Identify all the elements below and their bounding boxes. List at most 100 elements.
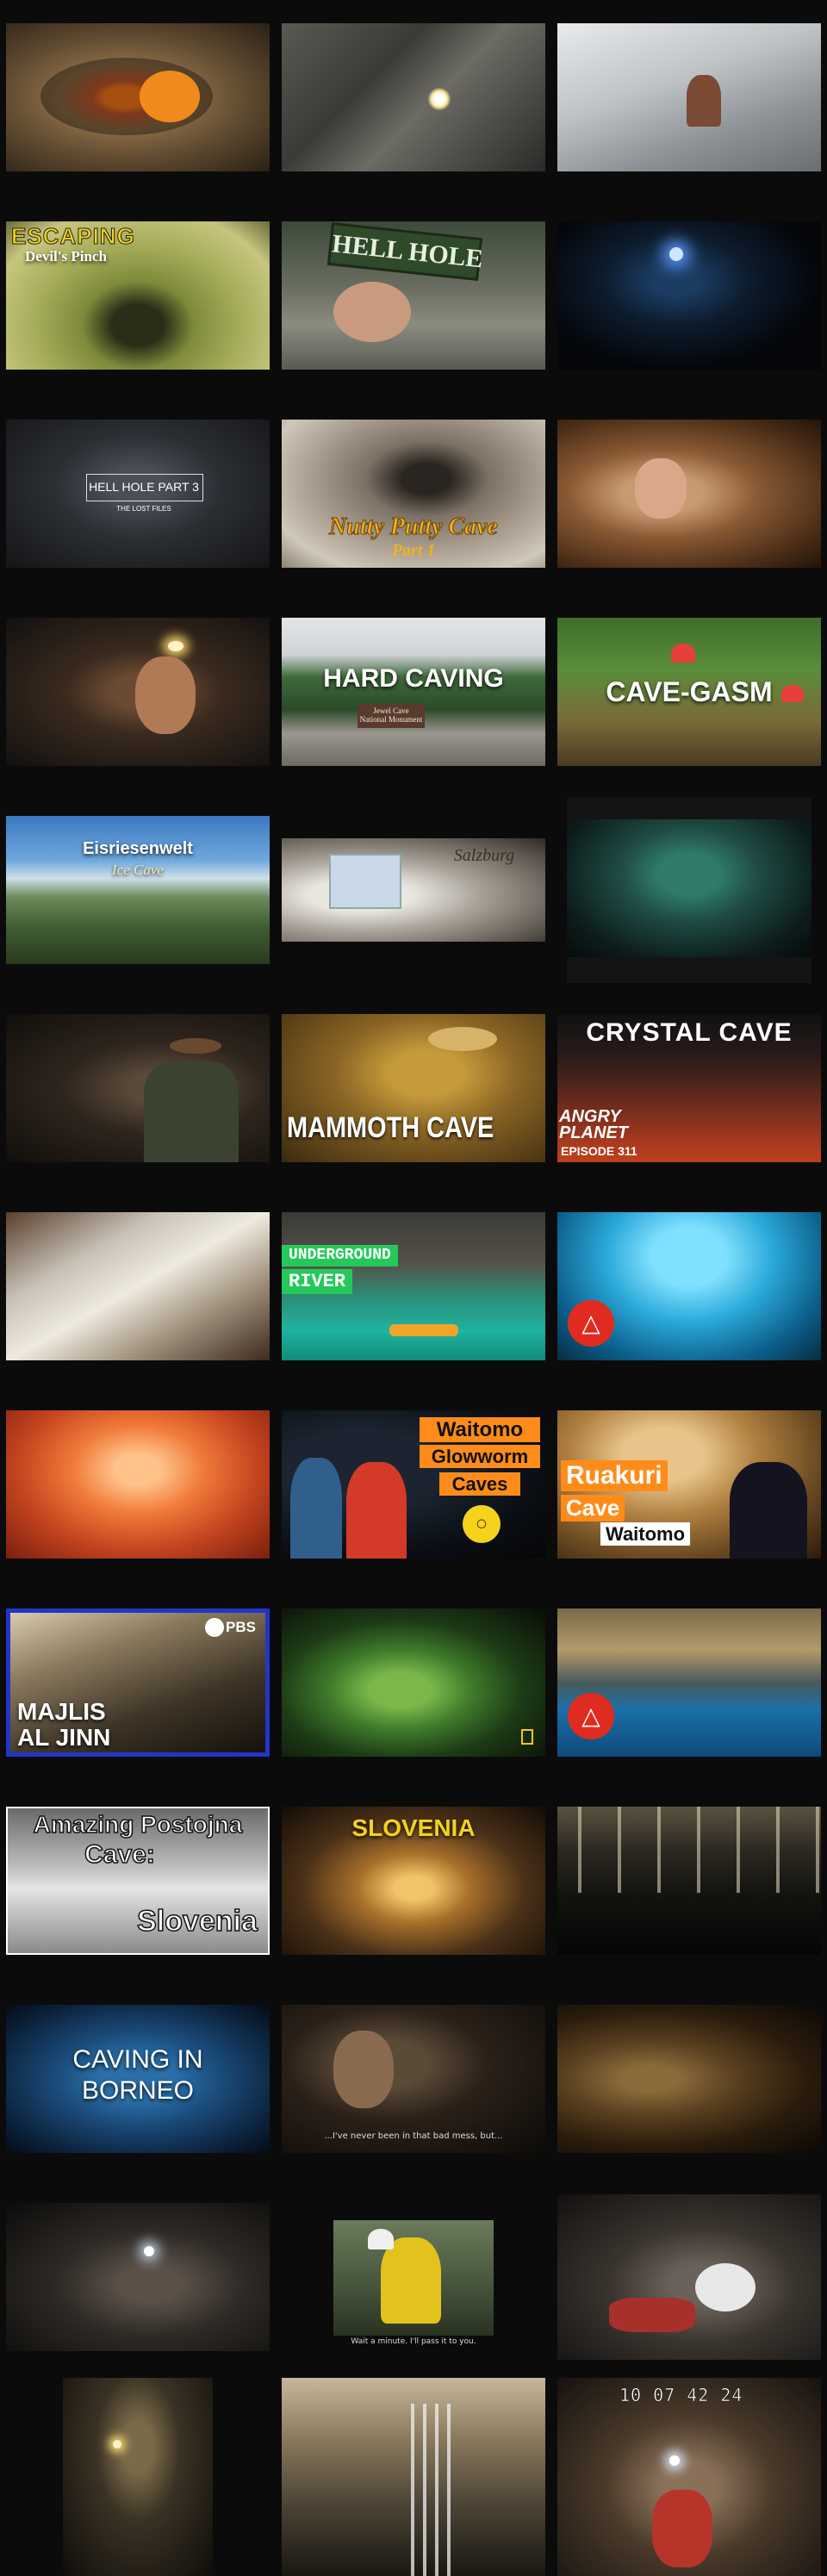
caption-waitomo: Waitomo	[420, 1417, 540, 1443]
caption-hard-caving: HARD CAVING	[323, 664, 504, 693]
light-beam	[669, 247, 683, 261]
white-helmet	[368, 2229, 394, 2249]
thumbnail-climber-on-rock[interactable]	[557, 23, 821, 171]
thumbnail-caver-white-helmet-squeeze[interactable]	[557, 2194, 821, 2360]
caption-part-1: Part 1	[391, 541, 436, 560]
person-red-jacket	[346, 1462, 407, 1559]
thumbnail-ranger-in-cave[interactable]	[6, 1014, 270, 1162]
caption-caving-in: CAVING IN	[72, 2045, 203, 2074]
thumbnail-giant-crystals[interactable]	[6, 1212, 270, 1360]
subtitle-line-1: ...I've never been in that bad mess, but…	[324, 2131, 503, 2141]
orange-helmet	[140, 71, 200, 122]
thumbnail-hell-hole-sign[interactable]: HELL HOLE	[282, 221, 545, 370]
thumbnail-waitomo-glowworm-caves[interactable]: Waitomo Glowworm Caves ○	[282, 1410, 545, 1559]
caption-devils-pinch: Devil's Pinch	[25, 248, 107, 264]
caption-cave-gasm: CAVE-GASM	[606, 676, 773, 707]
thumbnail-bearded-caver-subtitle[interactable]: ...I've never been in that bad mess, but…	[282, 2005, 545, 2153]
thumbnail-escaping-devils-pinch[interactable]: ESCAPING Devil's Pinch	[6, 221, 270, 370]
caver-face	[635, 458, 687, 519]
thumbnail-slovenia-cave-path[interactable]: SLOVENIA	[282, 1807, 545, 1955]
thumbnail-eisriesenwelt[interactable]: Eisriesenwelt Ice Cave	[6, 816, 270, 964]
caption-ice-cave: Ice Cave	[112, 862, 164, 878]
thumbnail-mossy-cave-opening[interactable]	[282, 1608, 545, 1757]
headlamp-light	[428, 88, 451, 110]
caption-salzburg: Salzburg	[453, 846, 515, 865]
thumbnail-antelope-canyon[interactable]	[6, 1410, 270, 1559]
caption-slovenia-white: Slovenia	[136, 1905, 258, 1938]
thumbnail-bearded-caver-headlamp[interactable]	[6, 618, 270, 766]
title-box	[86, 474, 203, 501]
thumbnail-caver-squeeze[interactable]	[557, 420, 821, 568]
headlamp-light	[113, 2440, 121, 2448]
thumbnail-mammoth-cave[interactable]: MAMMOTH CAVE	[282, 1014, 545, 1162]
boat	[389, 1324, 458, 1336]
caption-jewel-cave-sign: Jewel Cave National Monument	[358, 704, 425, 728]
thumbnail-cave-formations-pipes[interactable]	[282, 2378, 545, 2576]
rocket-badge-icon: △	[568, 1693, 614, 1739]
thumbnail-orange-helmet-crawl[interactable]	[6, 23, 270, 171]
thumbnail-dark-rock-crevice[interactable]	[282, 23, 545, 171]
thumbnail-caving-in-borneo[interactable]: CAVING IN BORNEO	[6, 2005, 270, 2153]
formation-shape	[411, 2404, 454, 2576]
caption-escaping: ESCAPING	[11, 223, 135, 249]
thumbnail-hard-caving[interactable]: HARD CAVING Jewel Cave National Monument	[282, 618, 545, 766]
subtitle-line-2: Wait a minute. I'll pass it to you.	[351, 2337, 476, 2346]
thumbnail-caver-timestamp[interactable]: 10 07 42 24	[557, 2378, 821, 2576]
caver-red-suit	[609, 2298, 695, 2332]
thumbnail-amazing-postojna-cave[interactable]: Amazing Postojna Cave: Slovenia	[6, 1807, 270, 1955]
thumbnail-blue-ice-cave[interactable]: △	[557, 1212, 821, 1360]
white-helmet	[695, 2263, 755, 2312]
thumbnail-caver-in-dark-passage[interactable]	[6, 2203, 270, 2351]
thumbnail-caver-rope-descent[interactable]	[63, 2378, 213, 2576]
headlamp-light	[144, 2246, 154, 2256]
thumbnail-crystal-cave-angry-planet[interactable]: CRYSTAL CAVE ANGRY PLANET EPISODE 311	[557, 1014, 821, 1162]
caption-river: RIVER	[282, 1269, 353, 1295]
nat-geo-logo-icon	[521, 1729, 533, 1745]
caption-timestamp: 10 07 42 24	[619, 2385, 743, 2405]
thumbnail-majlis-al-jinn[interactable]: PBS MAJLIS AL JINN	[6, 1608, 270, 1757]
caption-waitomo-small: Waitomo	[600, 1522, 691, 1546]
caption-hell-hole-part-3: HELL HOLE PART 3	[89, 480, 199, 494]
headlamp-light	[669, 2455, 680, 2466]
caption-crystal-cave: CRYSTAL CAVE	[586, 1018, 793, 1047]
caption-cave: Cave	[561, 1495, 625, 1522]
thumbnail-dark-shaft-light[interactable]	[557, 221, 821, 370]
caption-pbs: PBS	[226, 1619, 256, 1635]
ranger-hat	[170, 1038, 221, 1054]
caption-eisriesenwelt: Eisriesenwelt	[83, 839, 193, 858]
thumbnail-stalactites[interactable]	[557, 1807, 821, 1955]
caption-majlis: MAJLIS	[17, 1698, 106, 1725]
caption-episode: EPISODE 311	[561, 1144, 637, 1158]
headlamp-light	[168, 641, 183, 651]
thumbnail-ruakuri-cave[interactable]: Ruakuri Cave Waitomo	[557, 1410, 821, 1559]
caption-amazing-postojna: Amazing Postojna	[33, 1811, 243, 1838]
caption-al-jinn: AL JINN	[17, 1724, 111, 1751]
caver-red-helmet	[671, 644, 695, 663]
ranger-hat	[428, 1027, 497, 1051]
thumbnail-underground-river[interactable]: UNDERGROUND RIVER	[282, 1212, 545, 1360]
yellow-suit-caver	[381, 2237, 441, 2324]
ranger-figure	[144, 1061, 239, 1162]
ice-cave-poster	[329, 854, 401, 909]
caption-caves: Caves	[439, 1472, 520, 1496]
stalactites-shape	[557, 1807, 821, 1893]
thumbnail-cave-gasm[interactable]: CAVE-GASM	[557, 618, 821, 766]
caption-the-lost-files: THE LOST FILES	[116, 505, 171, 513]
caption-mammoth-cave: MAMMOTH CAVE	[287, 1111, 494, 1144]
caver-face	[333, 282, 411, 342]
caption-nutty-putty-cave: Nutty Putty Cave	[329, 513, 499, 540]
caver-face	[135, 656, 196, 734]
thumbnail-salzburg-ice-cave[interactable]: Salzburg	[282, 838, 545, 942]
caption-glowworm: Glowworm	[420, 1445, 540, 1469]
caver-red-suit	[652, 2490, 712, 2567]
thumbnail-caver-yellow-suit[interactable]	[333, 2220, 494, 2336]
thumbnail-dark-mine-tunnel[interactable]	[557, 2005, 821, 2153]
thumbnail-green-lit-cavern[interactable]	[567, 798, 811, 983]
cavern-image	[567, 819, 811, 957]
thumbnail-hell-hole-part-3[interactable]: HELL HOLE PART 3 THE LOST FILES	[6, 420, 270, 568]
caption-hell-hole-sign: HELL HOLE	[326, 221, 484, 282]
thumbnail-blue-water-cave[interactable]: △	[557, 1608, 821, 1757]
thumbnail-nutty-putty-cave[interactable]: Nutty Putty Cave Part 1	[282, 420, 545, 568]
caption-underground: UNDERGROUND	[282, 1245, 398, 1266]
